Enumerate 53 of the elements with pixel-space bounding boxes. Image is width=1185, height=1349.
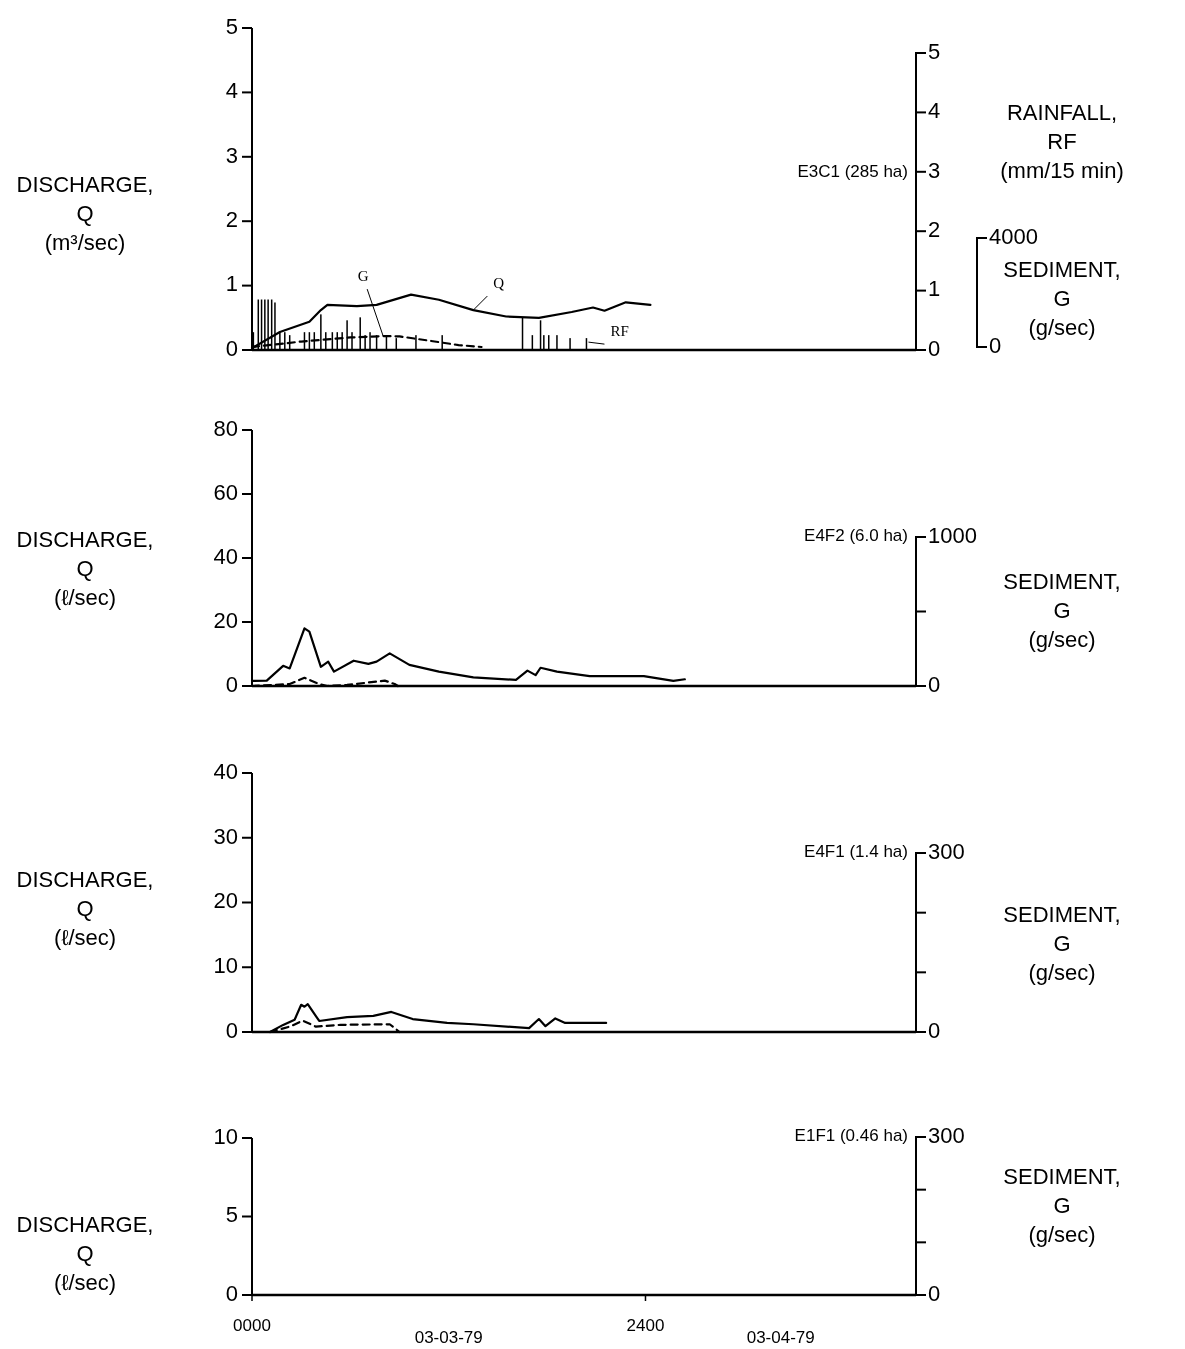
y2-tick-label: 0 <box>928 1280 941 1306</box>
y-tick-label: 3 <box>225 142 238 168</box>
y-tick-label: 30 <box>213 823 238 849</box>
text: E4F2 (6.0 ha) <box>804 526 908 546</box>
y-tick-label: 0 <box>225 335 238 361</box>
y-tick-label: 10 <box>213 953 238 979</box>
y-tick-label: 1 <box>225 271 238 297</box>
y-axis-title: DISCHARGE, Q (m³/sec) <box>16 172 154 255</box>
y3-axis-title: SEDIMENT, G (g/sec) <box>1003 257 1121 340</box>
y-tick-label: 60 <box>213 479 238 505</box>
y-tick-label: 2 <box>225 207 238 233</box>
y2-tick-label: 1 <box>928 276 941 302</box>
text: G <box>357 268 369 285</box>
y-axis-title: DISCHARGE, Q (ℓ/sec) <box>16 867 154 950</box>
text: E3C1 (285 ha) <box>797 162 908 182</box>
y-tick-label: 0 <box>225 1017 238 1043</box>
y2-tick-label: 2 <box>928 217 941 243</box>
y-axis-title: DISCHARGE, Q (ℓ/sec) <box>16 527 154 610</box>
x-tick-label: 2400 <box>626 1316 665 1335</box>
y-tick-label: 0 <box>225 1280 238 1306</box>
y-tick-label: 40 <box>213 543 238 569</box>
y2-axis-title: RAINFALL, RF (mm/15 min) <box>1000 100 1124 183</box>
y2-axis-title: SEDIMENT, G (g/sec) <box>1003 569 1121 652</box>
y-tick-label: 5 <box>225 1202 238 1228</box>
y2-tick-label: 0 <box>928 1017 941 1043</box>
y-tick-label: 0 <box>225 671 238 697</box>
text: 03-03-79 <box>414 1328 483 1347</box>
series-label: Q <box>493 275 505 292</box>
y2-tick-label: 0 <box>928 671 941 697</box>
y-tick-label: 20 <box>213 888 238 914</box>
text: 03-04-79 <box>746 1328 815 1347</box>
y-tick-label: 20 <box>213 607 238 633</box>
chart-title: E1F1 (0.46 ha) <box>794 1126 908 1146</box>
y2-tick-label: 0 <box>928 335 941 361</box>
y2-axis-title: SEDIMENT, G (g/sec) <box>1003 902 1121 985</box>
y-tick-label: 40 <box>213 758 238 784</box>
y2-tick-label: 3 <box>928 157 941 183</box>
y2-tick-label: 300 <box>928 1122 965 1148</box>
y-axis-title: DISCHARGE, Q (ℓ/sec) <box>16 1212 154 1295</box>
y2-tick-label: 4 <box>928 98 941 124</box>
series-label: RF <box>610 323 629 340</box>
y2-tick-label: 1000 <box>928 522 977 548</box>
y2-tick-label: 300 <box>928 838 965 864</box>
text: E4F1 (1.4 ha) <box>804 842 908 862</box>
y-tick-label: 5 <box>225 13 238 39</box>
y3-tick-label: 4000 <box>989 223 1038 249</box>
y-tick-label: 4 <box>225 78 238 104</box>
y2-axis-title: SEDIMENT, G (g/sec) <box>1003 1164 1121 1247</box>
y3-tick-label: 0 <box>989 332 1002 358</box>
x-tick-label: 0000 <box>233 1316 271 1335</box>
y-tick-label: 10 <box>213 1123 238 1149</box>
y2-tick-label: 5 <box>928 38 941 64</box>
y-tick-label: 80 <box>213 415 238 441</box>
